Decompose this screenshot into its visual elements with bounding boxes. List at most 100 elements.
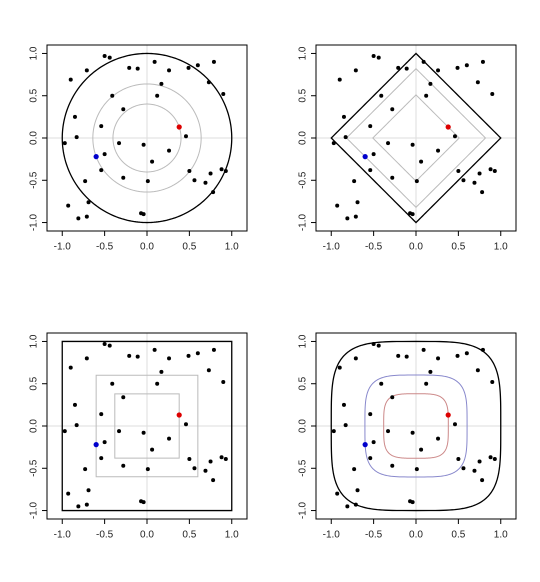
point — [86, 488, 91, 493]
point — [68, 77, 73, 82]
point — [145, 179, 150, 184]
y-tick-label: -0.5 — [298, 171, 309, 189]
x-tick-label: 0.0 — [140, 242, 154, 253]
point — [455, 65, 460, 70]
point — [345, 504, 350, 509]
point — [110, 381, 115, 386]
point — [390, 175, 395, 180]
norm-contour — [330, 340, 502, 512]
point — [414, 467, 419, 472]
point — [477, 459, 482, 464]
point — [371, 152, 376, 157]
point — [121, 463, 126, 468]
point — [472, 180, 477, 185]
point — [62, 141, 67, 146]
x-tick-label: -1.0 — [54, 530, 72, 541]
point — [66, 491, 71, 496]
point — [456, 168, 461, 173]
point — [76, 216, 81, 221]
y-tick-label: 0.5 — [29, 376, 40, 390]
point — [155, 381, 160, 386]
point — [167, 68, 172, 73]
point — [117, 141, 122, 146]
y-tick-label: 0.5 — [29, 88, 40, 102]
norm-contour — [364, 374, 468, 478]
point — [84, 502, 89, 507]
point — [141, 212, 146, 217]
point — [414, 179, 419, 184]
point — [445, 124, 451, 130]
point — [66, 203, 71, 208]
point — [203, 180, 208, 185]
point — [141, 142, 146, 147]
point — [456, 456, 461, 461]
point — [436, 436, 441, 441]
point — [410, 500, 415, 505]
y-tick-label: -1.0 — [29, 501, 40, 519]
point — [376, 343, 381, 348]
point — [475, 368, 480, 373]
point — [186, 353, 191, 358]
y-tick-label: 0.0 — [29, 131, 40, 145]
point — [187, 456, 192, 461]
point — [203, 468, 208, 473]
point — [72, 114, 77, 119]
point — [183, 422, 188, 427]
point — [436, 356, 441, 361]
x-tick-label: 1.0 — [494, 242, 508, 253]
y-tick-label: 1.0 — [29, 334, 40, 348]
point — [76, 504, 81, 509]
point — [121, 175, 126, 180]
point — [192, 178, 197, 183]
x-tick-label: 0.5 — [182, 242, 196, 253]
point — [167, 148, 172, 153]
x-tick-label: -0.5 — [365, 242, 383, 253]
point — [221, 380, 226, 385]
y-tick-label: -1.0 — [29, 213, 40, 231]
point — [145, 467, 150, 472]
x-tick-label: 0.5 — [451, 242, 465, 253]
norm-contour — [61, 52, 233, 224]
point — [195, 63, 200, 68]
point — [187, 168, 192, 173]
point — [480, 478, 485, 483]
y-tick-label: -1.0 — [298, 501, 309, 519]
point — [341, 114, 346, 119]
point — [93, 442, 99, 448]
point — [110, 93, 115, 98]
point — [452, 422, 457, 427]
x-tick-label: -1.0 — [54, 242, 72, 253]
x-tick-label: -0.5 — [365, 530, 383, 541]
norm-contour — [372, 94, 460, 182]
x-tick-label: 1.0 — [225, 530, 239, 541]
point — [488, 167, 493, 172]
point — [102, 53, 107, 58]
point — [331, 429, 336, 434]
point — [490, 380, 495, 385]
point — [396, 353, 401, 358]
panel: -1.0 -0.5 0.0 0.5 1.0 -1.0 -0.5 0.0 0.5 1.0 — [298, 44, 517, 253]
norm-contour — [61, 340, 233, 512]
point — [436, 68, 441, 73]
y-tick-label: 0.0 — [298, 419, 309, 433]
y-tick-label: 0.5 — [298, 88, 309, 102]
point — [480, 59, 485, 64]
point — [368, 124, 373, 129]
point — [343, 135, 348, 140]
point — [419, 159, 424, 164]
point — [386, 429, 391, 434]
point — [135, 66, 140, 71]
point — [352, 179, 357, 184]
point — [390, 107, 395, 112]
y-tick-label: 0.0 — [29, 419, 40, 433]
point — [341, 402, 346, 407]
norm-contour — [383, 393, 449, 459]
point — [117, 429, 122, 434]
point — [490, 92, 495, 97]
point — [421, 347, 426, 352]
point — [102, 341, 107, 346]
point — [390, 395, 395, 400]
point — [208, 171, 213, 176]
point — [192, 466, 197, 471]
